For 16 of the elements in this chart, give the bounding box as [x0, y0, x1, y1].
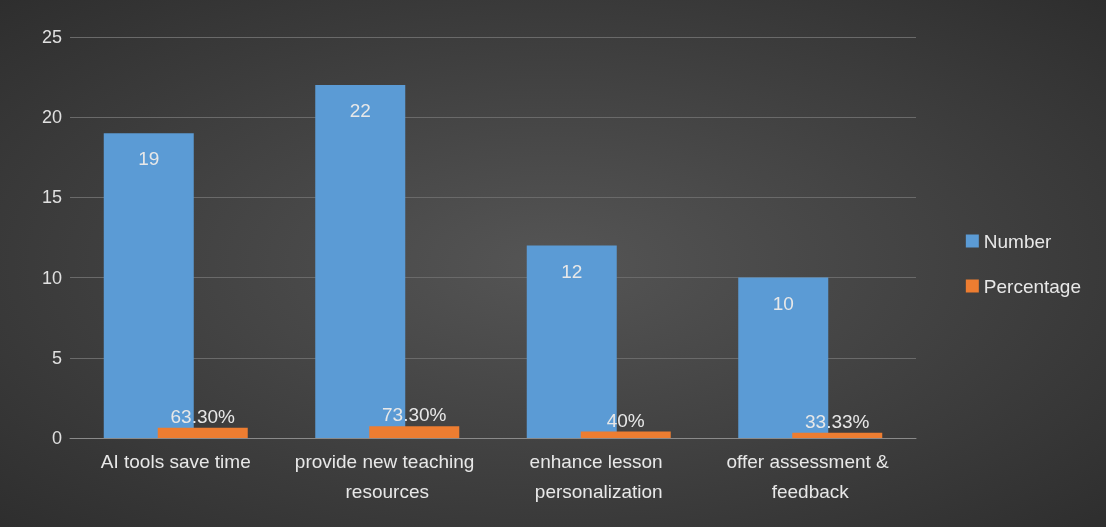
y-tick-label: 5 [51, 347, 62, 368]
legend-label: Percentage [983, 275, 1082, 297]
y-tick-label: 15 [41, 187, 62, 208]
data-label: 19 [138, 148, 160, 170]
y-tick-label: 20 [41, 107, 62, 128]
data-label: 10 [772, 292, 794, 314]
legend-label: Number [983, 230, 1053, 252]
data-label: 22 [349, 100, 371, 122]
x-tick-label: provide new teaching resources [294, 450, 480, 502]
x-tick-label: AI tools save time [100, 450, 251, 472]
y-tick-label: 10 [41, 267, 62, 288]
y-tick-label: 0 [51, 428, 62, 448]
data-label: 12 [561, 260, 583, 282]
y-tick-label: 25 [41, 27, 62, 47]
x-tick-label: enhance lesson personalization [529, 450, 668, 502]
x-tick-label: offer assessment & feedback [726, 450, 895, 502]
